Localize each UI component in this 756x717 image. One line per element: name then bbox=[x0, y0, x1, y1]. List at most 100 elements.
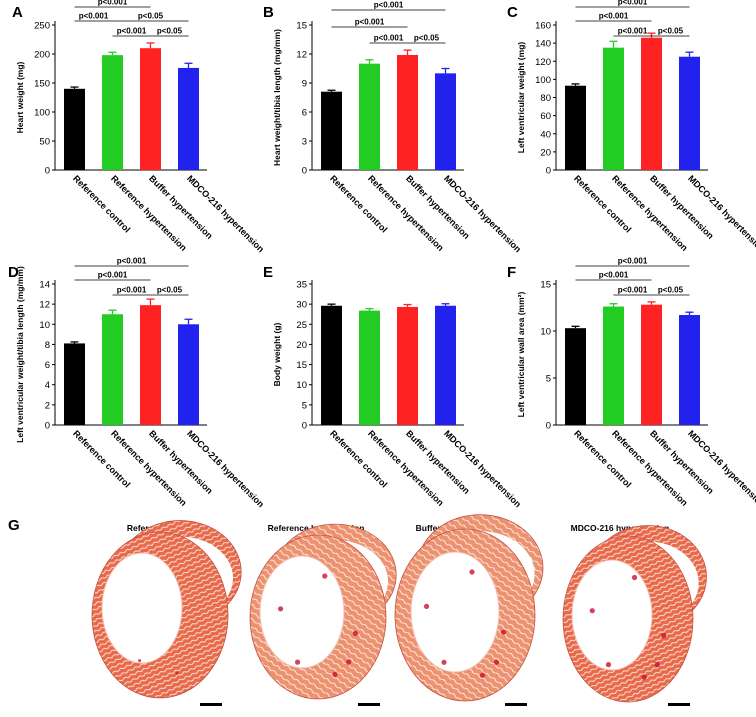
fibrosis-spot bbox=[631, 574, 638, 581]
significance-label: p<0.001 bbox=[618, 0, 648, 7]
y-tick-label: 120 bbox=[535, 57, 551, 68]
y-tick-label: 8 bbox=[45, 340, 50, 351]
category-label: Buffer hypertension bbox=[147, 428, 215, 496]
bar-b-3 bbox=[397, 54, 418, 170]
bar-e-2 bbox=[359, 310, 380, 425]
histology-title: MDCO-216 hypertension bbox=[571, 523, 670, 533]
y-tick-label: 25 bbox=[296, 320, 307, 331]
y-tick-label: 15 bbox=[296, 360, 307, 371]
significance-label: p<0.05 bbox=[658, 286, 684, 295]
fibrosis-spot bbox=[423, 603, 430, 610]
fibrosis-spot bbox=[493, 659, 500, 665]
chart-panel-d: D 0 2 4 6 8 10 12 14 Left ventricular weight/tibi… bbox=[8, 257, 266, 510]
bar-c-1 bbox=[565, 85, 586, 170]
bar-a-1 bbox=[64, 88, 85, 170]
y-tick-label: 2 bbox=[45, 400, 50, 411]
category-label: Reference hypertension bbox=[366, 173, 446, 253]
bar-d-2 bbox=[102, 314, 123, 425]
category-label: Buffer hypertension bbox=[404, 428, 472, 496]
bar-e-3 bbox=[397, 306, 418, 425]
category-label: Buffer hypertension bbox=[648, 428, 716, 496]
fibrosis-spot bbox=[278, 606, 284, 612]
scale-bar bbox=[358, 703, 380, 706]
category-label: Reference hypertension bbox=[610, 428, 690, 508]
significance-label: p<0.001 bbox=[599, 12, 629, 21]
heart-section-2 bbox=[249, 523, 397, 706]
significance-label: p<0.05 bbox=[157, 286, 183, 295]
significance-label: p<0.001 bbox=[117, 27, 147, 36]
significance-label: p<0.001 bbox=[374, 1, 404, 10]
heart-section-1 bbox=[91, 520, 242, 706]
significance-label: p<0.05 bbox=[414, 34, 440, 43]
bar-e-4 bbox=[435, 305, 456, 425]
significance-label: p<0.001 bbox=[355, 18, 385, 27]
y-tick-label: 3 bbox=[302, 137, 307, 148]
fibrosis-spot bbox=[500, 629, 507, 635]
y-tick-label: 0 bbox=[45, 166, 50, 177]
category-label: MDCO-216 hypertension bbox=[185, 173, 266, 254]
category-label: Reference hypertension bbox=[109, 173, 189, 253]
category-label: MDCO-216 hypertension bbox=[442, 173, 523, 254]
bar-b-1 bbox=[321, 91, 342, 170]
y-axis-label: Body weight (g) bbox=[272, 322, 282, 386]
y-tick-label: 100 bbox=[34, 108, 50, 119]
y-tick-label: 10 bbox=[540, 327, 551, 338]
category-label: Reference hypertension bbox=[109, 428, 189, 508]
y-tick-label: 250 bbox=[34, 21, 50, 32]
fibrosis-spot bbox=[175, 671, 179, 675]
fibrosis-spot bbox=[479, 672, 486, 678]
bar-f-1 bbox=[565, 328, 586, 425]
y-tick-label: 4 bbox=[45, 380, 50, 391]
y-tick-label: 35 bbox=[296, 280, 307, 291]
significance-label: p<0.001 bbox=[79, 12, 109, 21]
y-tick-label: 0 bbox=[302, 166, 307, 177]
y-tick-label: 14 bbox=[39, 280, 50, 291]
heart-section-3 bbox=[394, 514, 544, 706]
y-tick-label: 6 bbox=[45, 360, 50, 371]
bar-a-3 bbox=[140, 48, 161, 171]
significance-label: p<0.001 bbox=[618, 286, 648, 295]
significance-label: p<0.001 bbox=[117, 257, 147, 266]
panel-letter: D bbox=[8, 264, 19, 281]
chart-panel-b: B 0 3 6 9 12 15 Heart weight/tibia length (mg/m… bbox=[263, 1, 523, 255]
bar-c-2 bbox=[603, 47, 624, 170]
chart-panel-a: A 0 50 100 150 200 250 Heart weight (mg) Referen… bbox=[12, 0, 266, 254]
y-tick-label: 0 bbox=[302, 421, 307, 432]
significance-label: p<0.001 bbox=[98, 0, 128, 7]
panel-letter: B bbox=[263, 4, 274, 21]
bar-d-1 bbox=[64, 343, 85, 425]
y-tick-label: 100 bbox=[535, 75, 551, 86]
y-tick-label: 60 bbox=[540, 111, 551, 122]
y-tick-label: 10 bbox=[39, 320, 50, 331]
scale-bar bbox=[200, 703, 222, 706]
y-tick-label: 80 bbox=[540, 93, 551, 104]
panel-letter: A bbox=[12, 4, 23, 21]
y-axis-label: Left ventricular wall area (mm²) bbox=[516, 292, 526, 418]
panel-letter: C bbox=[507, 4, 518, 21]
bar-b-2 bbox=[359, 63, 380, 170]
bar-f-3 bbox=[641, 304, 662, 425]
chart-panel-c: C 0 20 40 60 80 100 120 140 160 Left ventricular w… bbox=[507, 0, 756, 254]
fibrosis-spot bbox=[589, 608, 595, 614]
left-ventricle-lumen bbox=[259, 555, 345, 669]
y-axis-label: Heart weight/tibia length (mg/mm) bbox=[272, 29, 282, 166]
bar-c-4 bbox=[679, 56, 700, 170]
chart-panel-f: F 0 5 10 15 Left ventricular wall area (mm²) R… bbox=[507, 257, 756, 510]
bar-a-2 bbox=[102, 55, 123, 170]
fibrosis-spot bbox=[352, 630, 358, 637]
significance-label: p<0.001 bbox=[618, 27, 648, 36]
bar-c-3 bbox=[641, 37, 662, 170]
y-tick-label: 15 bbox=[296, 21, 307, 32]
y-tick-label: 9 bbox=[302, 79, 307, 90]
y-tick-label: 0 bbox=[45, 421, 50, 432]
y-tick-label: 0 bbox=[546, 421, 551, 432]
left-ventricle-lumen bbox=[571, 559, 653, 671]
fibrosis-spot bbox=[605, 662, 612, 668]
fibrosis-spot bbox=[661, 633, 667, 639]
y-tick-label: 15 bbox=[540, 280, 551, 291]
significance-label: p<0.001 bbox=[618, 257, 648, 266]
y-tick-label: 10 bbox=[296, 380, 307, 391]
bar-a-4 bbox=[178, 67, 199, 170]
